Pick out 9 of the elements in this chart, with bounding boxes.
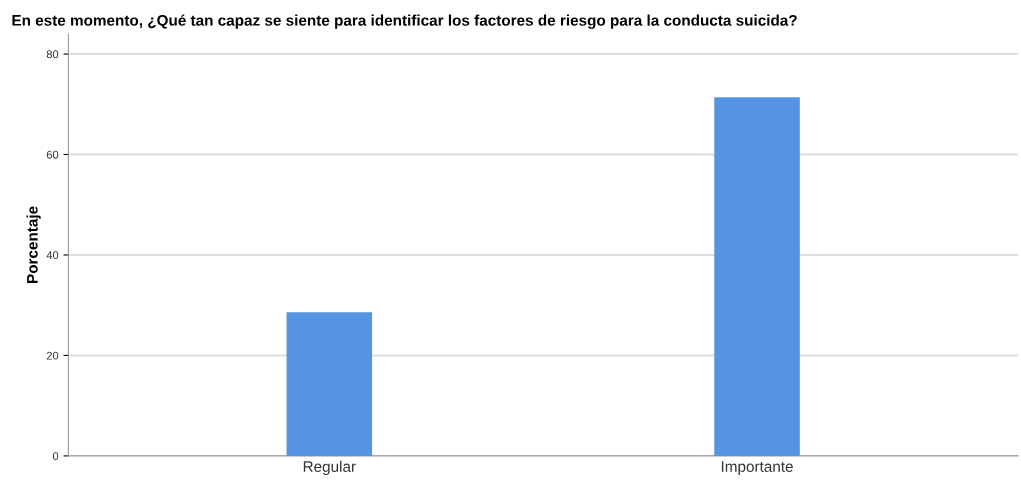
x-tick-label: Regular (303, 460, 356, 475)
y-tick-label: 0 (52, 452, 59, 461)
y-tick-label: 80 (46, 50, 59, 59)
y-tick-label: 60 (46, 150, 59, 159)
chart-title: En este momento, ¿Qué tan capaz se siente para identificar los factores de riesgo para la conducta suicida? (12, 14, 797, 29)
x-tick-label: Importante (721, 461, 793, 475)
y-tick-label: 40 (46, 251, 59, 260)
y-axis-title: Porcentaje (26, 206, 41, 283)
y-tick-label: 20 (46, 351, 59, 360)
